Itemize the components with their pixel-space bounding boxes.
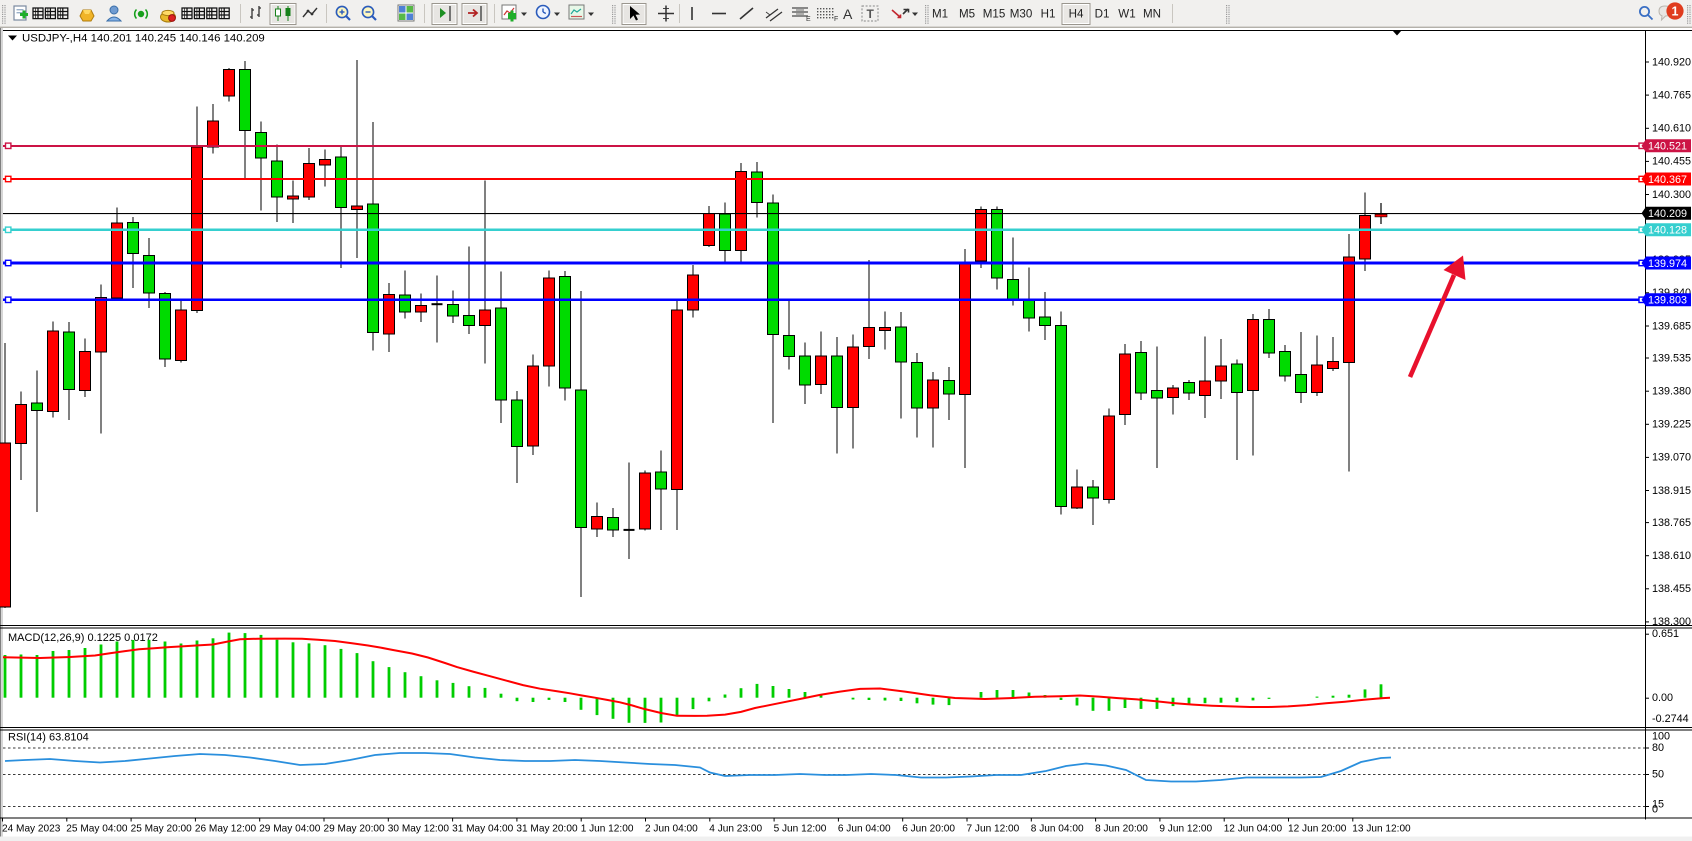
svg-text:T: T <box>867 7 875 21</box>
svg-text:138.915: 138.915 <box>1652 485 1691 497</box>
svg-text:139.225: 139.225 <box>1652 419 1691 431</box>
svg-text:139.380: 139.380 <box>1652 386 1691 398</box>
svg-text:29 May 20:00: 29 May 20:00 <box>324 824 386 835</box>
svg-text:24 May 2023: 24 May 2023 <box>2 824 61 835</box>
svg-text:12 Jun 20:00: 12 Jun 20:00 <box>1288 824 1347 835</box>
svg-text:USDJPY-,H4 140.201 140.245 14: USDJPY-,H4 140.201 140.245 140.146 140.2… <box>22 33 265 45</box>
svg-text:MN: MN <box>1143 8 1161 21</box>
svg-text:139.070: 139.070 <box>1652 452 1691 464</box>
svg-text:12 Jun 04:00: 12 Jun 04:00 <box>1224 824 1283 835</box>
svg-text:M15: M15 <box>983 8 1006 21</box>
svg-text:80: 80 <box>1652 742 1664 754</box>
svg-text:138.455: 138.455 <box>1652 583 1691 595</box>
svg-text:H1: H1 <box>1041 8 1056 21</box>
svg-text:140.367: 140.367 <box>1648 174 1687 186</box>
svg-text:0.00: 0.00 <box>1652 692 1673 704</box>
svg-text:140.209: 140.209 <box>1648 208 1687 220</box>
svg-text:139.685: 139.685 <box>1652 320 1691 332</box>
svg-text:139.535: 139.535 <box>1652 352 1691 364</box>
svg-text:1 Jun 12:00: 1 Jun 12:00 <box>581 824 634 835</box>
svg-text:30 May 12:00: 30 May 12:00 <box>388 824 450 835</box>
svg-text:138.300: 138.300 <box>1652 616 1691 628</box>
svg-text:139.974: 139.974 <box>1648 258 1687 270</box>
svg-text:A: A <box>843 6 853 22</box>
svg-text:H4: H4 <box>1069 8 1084 21</box>
svg-text:M1: M1 <box>932 8 948 21</box>
svg-text:1: 1 <box>1672 4 1679 18</box>
svg-text:0: 0 <box>1652 804 1658 816</box>
svg-text:29 May 04:00: 29 May 04:00 <box>259 824 321 835</box>
svg-text:31 May 20:00: 31 May 20:00 <box>516 824 578 835</box>
svg-text:50: 50 <box>1652 769 1664 781</box>
svg-text:4 Jun 23:00: 4 Jun 23:00 <box>709 824 762 835</box>
svg-text:0.651: 0.651 <box>1652 628 1679 640</box>
svg-text:100: 100 <box>1652 731 1670 743</box>
svg-text:31 May 04:00: 31 May 04:00 <box>452 824 514 835</box>
svg-text:8 Jun 04:00: 8 Jun 04:00 <box>1031 824 1084 835</box>
svg-text:15: 15 <box>1652 799 1664 811</box>
svg-text:140.128: 140.128 <box>1648 225 1687 237</box>
svg-text:F: F <box>834 16 838 23</box>
svg-text:W1: W1 <box>1118 8 1135 21</box>
svg-text:2 Jun 04:00: 2 Jun 04:00 <box>645 824 698 835</box>
svg-text:138.765: 138.765 <box>1652 517 1691 529</box>
svg-text:M30: M30 <box>1010 8 1033 21</box>
svg-text:139.803: 139.803 <box>1648 295 1687 307</box>
svg-text:MACD(12,26,9) 0.1225 0.0172: MACD(12,26,9) 0.1225 0.0172 <box>8 632 158 644</box>
svg-text:140.455: 140.455 <box>1652 156 1691 168</box>
svg-text:140.920: 140.920 <box>1652 56 1691 68</box>
svg-text:M5: M5 <box>959 8 975 21</box>
svg-text:13 Jun 12:00: 13 Jun 12:00 <box>1352 824 1411 835</box>
svg-text:8 Jun 20:00: 8 Jun 20:00 <box>1095 824 1148 835</box>
svg-text:138.610: 138.610 <box>1652 550 1691 562</box>
svg-text:7 Jun 12:00: 7 Jun 12:00 <box>967 824 1020 835</box>
svg-text:D1: D1 <box>1095 8 1110 21</box>
svg-text:26 May 12:00: 26 May 12:00 <box>195 824 257 835</box>
svg-text:25 May 04:00: 25 May 04:00 <box>66 824 128 835</box>
svg-text:E: E <box>806 16 811 23</box>
svg-text:140.521: 140.521 <box>1648 141 1687 153</box>
svg-text:140.610: 140.610 <box>1652 123 1691 135</box>
svg-text:9 Jun 12:00: 9 Jun 12:00 <box>1159 824 1212 835</box>
svg-text:6 Jun 20:00: 6 Jun 20:00 <box>902 824 955 835</box>
svg-text:25 May 20:00: 25 May 20:00 <box>131 824 193 835</box>
svg-text:RSI(14) 63.8104: RSI(14) 63.8104 <box>8 732 89 744</box>
svg-text:6 Jun 04:00: 6 Jun 04:00 <box>838 824 891 835</box>
svg-text:-0.2744: -0.2744 <box>1652 713 1689 725</box>
svg-text:140.300: 140.300 <box>1652 189 1691 201</box>
svg-text:5 Jun 12:00: 5 Jun 12:00 <box>774 824 827 835</box>
svg-text:140.765: 140.765 <box>1652 89 1691 101</box>
